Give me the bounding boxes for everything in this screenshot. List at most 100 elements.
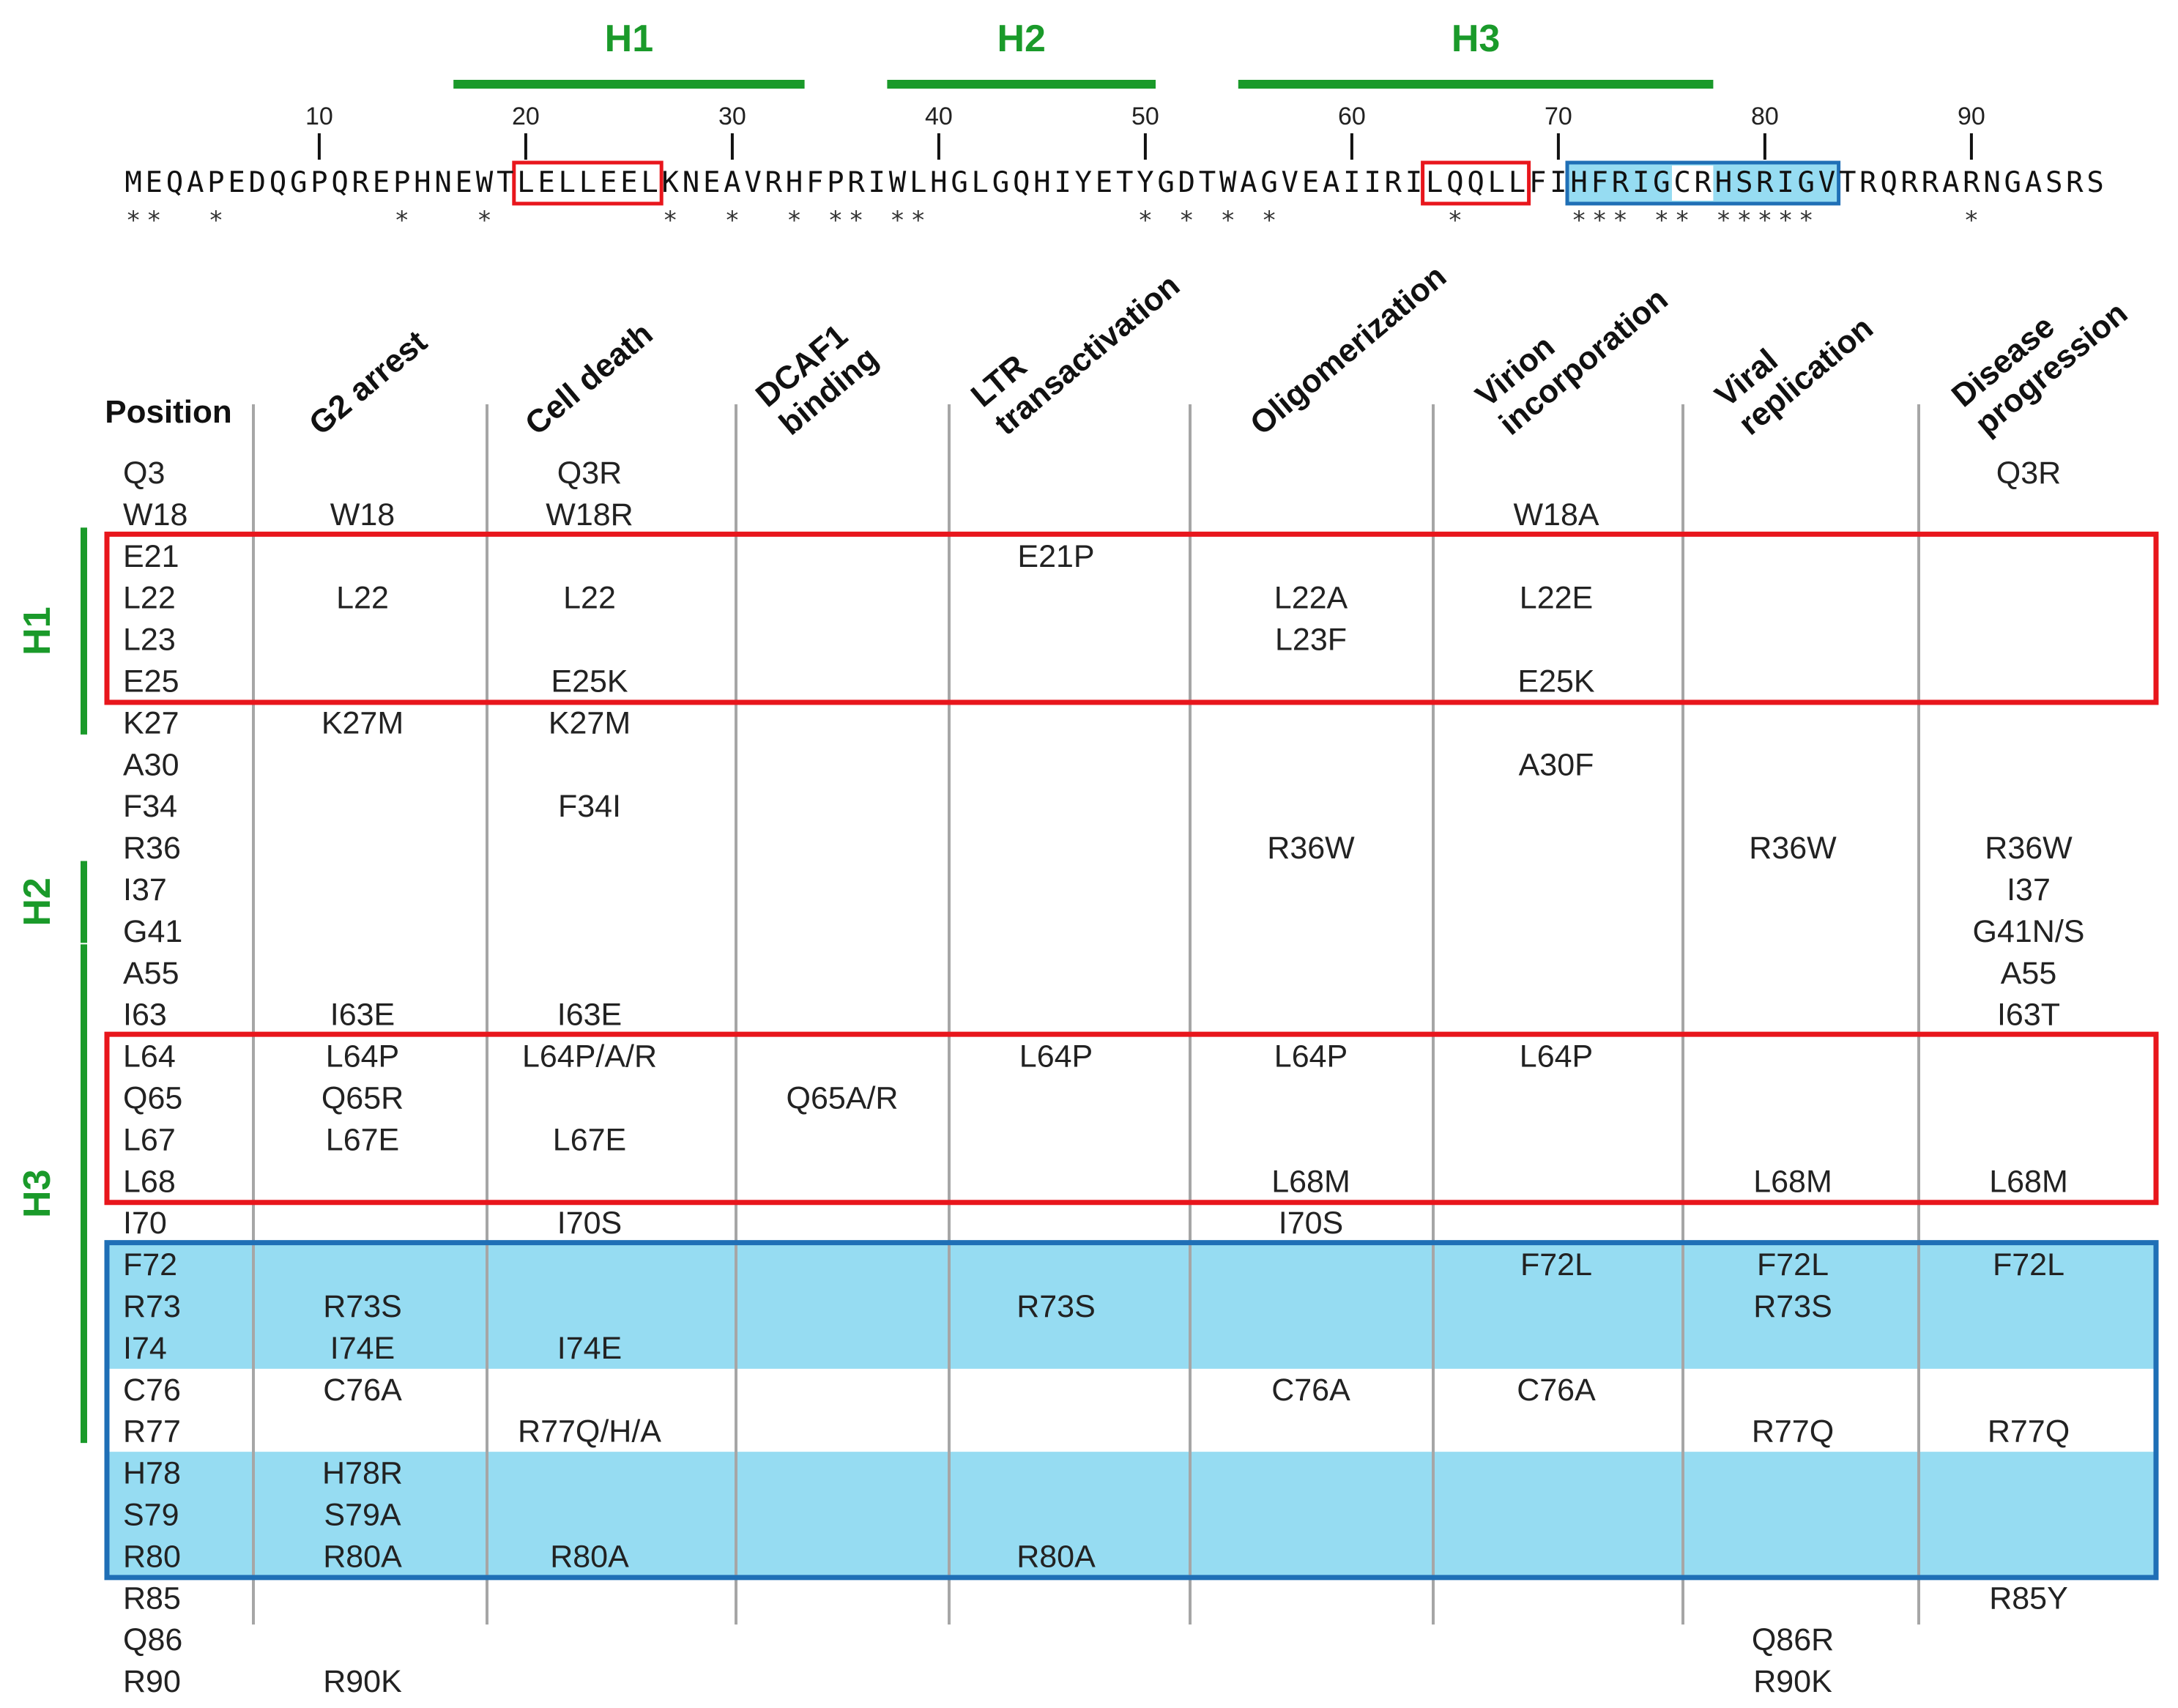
residue: I xyxy=(1550,166,1566,199)
position-cell: I63 xyxy=(123,998,167,1033)
position-cell: I37 xyxy=(123,872,167,907)
mutation-cell: R36W xyxy=(1267,831,1355,866)
mutation-cell: R77Q/H/A xyxy=(518,1414,661,1449)
ruler-tick-label: 60 xyxy=(1338,103,1366,130)
mutation-cell: L22 xyxy=(563,581,616,616)
helix-bars: H1 H2 H3 xyxy=(453,18,1714,89)
residue: R xyxy=(1756,166,1774,199)
mutation-cell: H78R xyxy=(322,1456,403,1491)
conservation-star: * xyxy=(1262,206,1276,235)
residue: E xyxy=(538,166,554,199)
mutation-cell: L22 xyxy=(336,581,389,616)
position-cell: I70 xyxy=(123,1206,167,1241)
residue: I xyxy=(1364,166,1380,199)
mutation-cell: Q3R xyxy=(557,456,622,491)
conservation-star: * xyxy=(1613,206,1627,235)
residue: E xyxy=(1096,166,1112,199)
residue: R xyxy=(1385,166,1402,199)
side-helix-label-h1: H1 xyxy=(16,606,59,655)
column-header-line: transactivation xyxy=(988,267,1186,442)
conservation-star: * xyxy=(890,206,904,235)
mutation-cell: R73S xyxy=(1753,1289,1832,1324)
residue: H xyxy=(1715,166,1732,199)
residue: F xyxy=(1529,166,1546,199)
residue: Q xyxy=(1880,166,1897,199)
residue: E xyxy=(228,166,245,199)
mutation-cell: W18R xyxy=(546,497,633,532)
position-cell: R36 xyxy=(123,831,181,866)
column-header-line: G2 arrest xyxy=(302,324,434,442)
mutation-cell: R85Y xyxy=(1989,1581,2068,1616)
residue: H xyxy=(414,166,431,199)
shaded-row xyxy=(107,1326,2156,1369)
residue: E xyxy=(600,166,617,199)
row-box-red xyxy=(104,531,2159,705)
residue: T xyxy=(1839,166,1856,199)
mutation-cell: L64P/A/R xyxy=(522,1039,657,1074)
column-header-line: Cell death xyxy=(519,316,660,442)
mutation-cell: R80A xyxy=(1016,1539,1096,1574)
mutation-cell: F72L xyxy=(1520,1247,1592,1282)
mutation-cell: C76A xyxy=(1517,1373,1596,1408)
column-header: LTRtransactivation xyxy=(965,240,1186,442)
sequence-box-gap xyxy=(1672,166,1714,201)
conservation-star: * xyxy=(1675,206,1690,235)
position-cell: R73 xyxy=(123,1289,181,1324)
residue: A xyxy=(2025,166,2042,199)
conservation-star: * xyxy=(1654,206,1669,235)
position-cell: K27 xyxy=(123,705,179,740)
residue: V xyxy=(744,166,761,199)
conservation-star: * xyxy=(126,206,141,235)
residue: E xyxy=(1302,166,1319,199)
conservation-star: * xyxy=(146,206,161,235)
residue: G xyxy=(290,166,307,199)
conservation-star: * xyxy=(910,206,925,235)
residue: L xyxy=(1488,166,1505,199)
residue: D xyxy=(249,166,266,199)
residue: W xyxy=(1219,166,1237,199)
mutation-cell: I74E xyxy=(557,1331,622,1366)
side-helix-label-h3: H3 xyxy=(16,1170,59,1218)
conservation-star: * xyxy=(1138,206,1153,235)
residue: T xyxy=(497,166,513,199)
mutation-cell: I63E xyxy=(330,998,395,1033)
conservation-star: * xyxy=(1716,206,1731,235)
conservation-star: * xyxy=(1799,206,1813,235)
position-cell: L68 xyxy=(123,1164,176,1199)
position-cell: E21 xyxy=(123,539,179,574)
conservation-star: * xyxy=(1778,206,1793,235)
sequence-ruler: 10 20 30 40 50 60 70 80 90 xyxy=(305,103,1985,160)
ruler-tick-label: 90 xyxy=(1958,103,1985,130)
residue: I xyxy=(1405,166,1422,199)
mutation-cell: L64P xyxy=(1019,1039,1093,1074)
mutation-cell: R77Q xyxy=(1988,1414,2070,1449)
shaded-row xyxy=(107,1285,2156,1327)
residue: L xyxy=(517,166,534,199)
residue: E xyxy=(146,166,163,199)
position-cell: R80 xyxy=(123,1539,181,1574)
residue: H xyxy=(1033,166,1050,199)
residue: C xyxy=(1673,166,1690,199)
conservation-star: * xyxy=(209,206,223,235)
residue: R xyxy=(1859,166,1877,199)
row-box-blue xyxy=(104,1240,2159,1581)
position-cell: L64 xyxy=(123,1039,176,1074)
residue: L xyxy=(559,166,576,199)
residue: V xyxy=(1282,166,1298,199)
mutation-cell: R36W xyxy=(1985,831,2073,866)
residue: E xyxy=(703,166,720,199)
conservation-star: * xyxy=(1592,206,1607,235)
residue: S xyxy=(1736,166,1753,199)
position-cell: R77 xyxy=(123,1414,181,1449)
conservation-stars: * * * * * * * * * * * * * * * * * * * * * * * * * * * * xyxy=(126,206,1979,235)
conservation-star: * xyxy=(1179,206,1194,235)
residue: Q xyxy=(166,166,183,199)
position-cell: A55 xyxy=(123,956,179,991)
mutation-cell: L64P xyxy=(326,1039,399,1074)
conservation-star: * xyxy=(725,206,740,235)
shaded-row xyxy=(107,1243,2156,1286)
residue: R xyxy=(765,166,783,199)
position-cell: R85 xyxy=(123,1581,181,1616)
helix-label-h3: H3 xyxy=(1452,18,1500,60)
